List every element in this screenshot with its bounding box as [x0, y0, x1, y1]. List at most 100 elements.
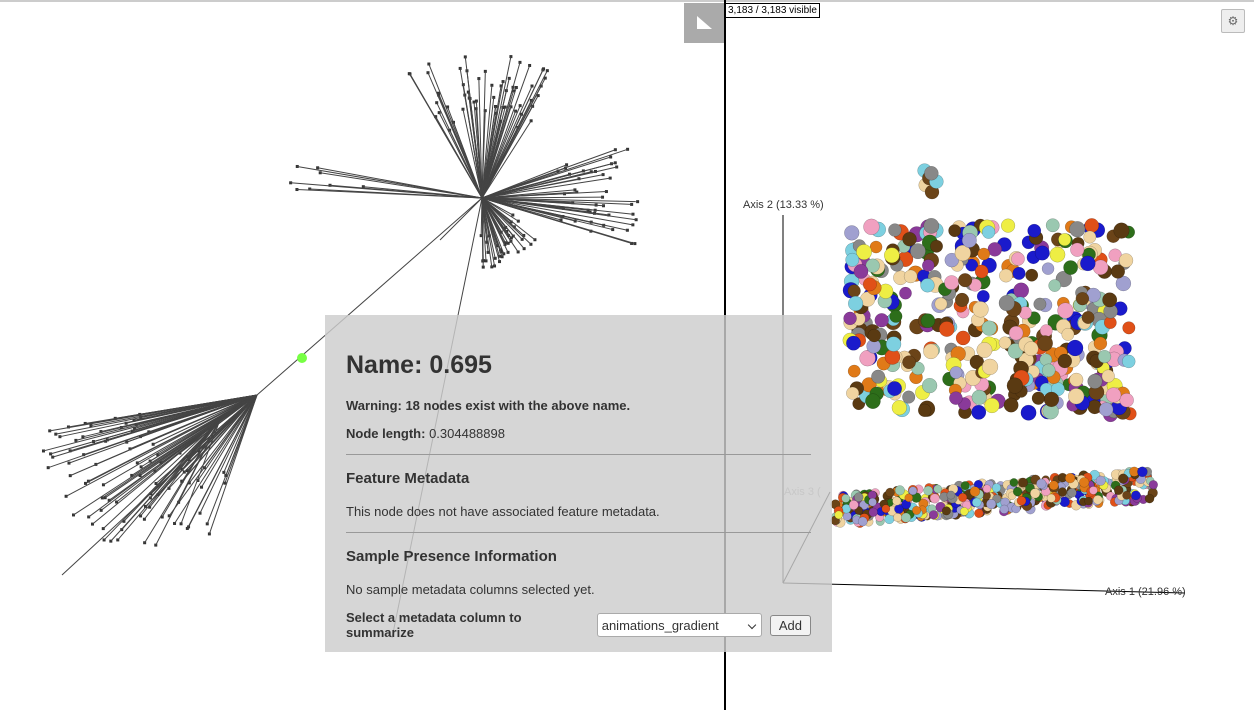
branch	[296, 189, 483, 199]
node-panel: Name: 0.695 Warning: 18 nodes exist with…	[325, 315, 832, 652]
sphere	[958, 273, 973, 288]
metadata-select[interactable]: animations_gradient	[596, 613, 762, 637]
branch	[438, 112, 483, 199]
sphere	[986, 498, 997, 510]
sphere	[868, 507, 878, 517]
branch	[466, 70, 483, 199]
sphere	[843, 311, 857, 326]
sphere	[874, 313, 889, 328]
sphere	[1113, 222, 1130, 239]
branch	[437, 93, 483, 199]
sphere	[1034, 245, 1050, 261]
sphere	[981, 358, 999, 376]
branch	[481, 87, 517, 199]
sphere	[1110, 264, 1126, 279]
branch	[73, 394, 258, 516]
branch	[481, 197, 496, 267]
branch	[481, 174, 604, 199]
sphere	[865, 258, 880, 273]
sphere	[1069, 221, 1086, 238]
selected-node[interactable]	[297, 353, 307, 363]
sphere	[921, 259, 935, 272]
branch	[208, 394, 258, 535]
sphere	[1048, 480, 1059, 491]
sphere	[853, 264, 869, 279]
sphere	[991, 483, 1002, 493]
sphere	[902, 231, 917, 247]
sphere	[1041, 262, 1055, 275]
sphere	[1079, 477, 1090, 488]
sphere	[1137, 466, 1148, 478]
branch	[168, 394, 258, 489]
sphere	[869, 240, 883, 254]
sphere	[1036, 478, 1047, 489]
sphere	[863, 218, 880, 236]
sphere	[1113, 485, 1124, 495]
sphere	[1089, 486, 1098, 495]
sphere	[1095, 475, 1106, 486]
sphere	[847, 295, 864, 312]
axis-label: Axis 2 (13.33 %)	[743, 199, 824, 211]
sphere	[998, 336, 1012, 350]
sphere	[965, 258, 979, 272]
sphere	[1105, 387, 1122, 403]
sphere	[1068, 388, 1085, 405]
sphere	[1119, 393, 1134, 408]
sphere	[1069, 372, 1084, 387]
sphere	[1067, 487, 1077, 498]
sphere	[909, 243, 926, 260]
section-heading: Sample Presence Information	[346, 548, 557, 565]
branch	[103, 394, 258, 486]
sphere	[976, 289, 990, 303]
toggle-button[interactable]	[684, 3, 724, 43]
add-button[interactable]: Add	[769, 614, 811, 636]
sphere	[1025, 268, 1039, 282]
sphere	[903, 269, 918, 284]
sphere	[928, 510, 939, 520]
branch	[481, 87, 514, 199]
sphere	[1017, 477, 1028, 488]
sphere	[971, 404, 987, 420]
sphere	[998, 294, 1015, 312]
branch	[206, 394, 258, 525]
sphere	[1115, 275, 1132, 292]
sphere	[1101, 369, 1115, 383]
axis-label: Axis 1 (21.96 %)	[1105, 586, 1186, 598]
sphere	[899, 286, 912, 300]
branch	[481, 85, 493, 199]
branch	[481, 81, 504, 199]
sphere	[974, 508, 984, 518]
branch	[481, 78, 510, 199]
sphere	[987, 242, 1003, 257]
sphere	[977, 247, 991, 261]
sphere	[1037, 335, 1053, 352]
sphere	[1057, 302, 1074, 319]
branch	[481, 193, 565, 199]
sphere	[1020, 404, 1037, 421]
axis-1-line	[782, 582, 1186, 594]
visible-counter: 3,183 / 3,183 visible	[725, 3, 820, 18]
sphere	[846, 386, 860, 400]
branch	[481, 148, 628, 199]
top-border	[0, 0, 1254, 2]
sphere	[1122, 321, 1136, 335]
sphere	[894, 485, 905, 496]
sphere	[972, 301, 989, 318]
branch	[481, 56, 512, 199]
settings-button[interactable]: ⚙	[1221, 9, 1245, 33]
sphere	[1009, 478, 1019, 487]
branch	[481, 69, 544, 199]
sphere	[1130, 490, 1141, 501]
sphere	[982, 484, 992, 494]
branch	[462, 109, 483, 199]
sphere	[901, 512, 912, 523]
sphere	[1084, 218, 1100, 233]
branch	[117, 419, 221, 541]
sphere	[902, 390, 916, 404]
sphere	[1070, 242, 1085, 257]
branch	[199, 394, 258, 514]
sphere	[888, 223, 902, 237]
branch	[152, 394, 258, 445]
branch	[475, 101, 483, 199]
separator	[346, 454, 811, 455]
